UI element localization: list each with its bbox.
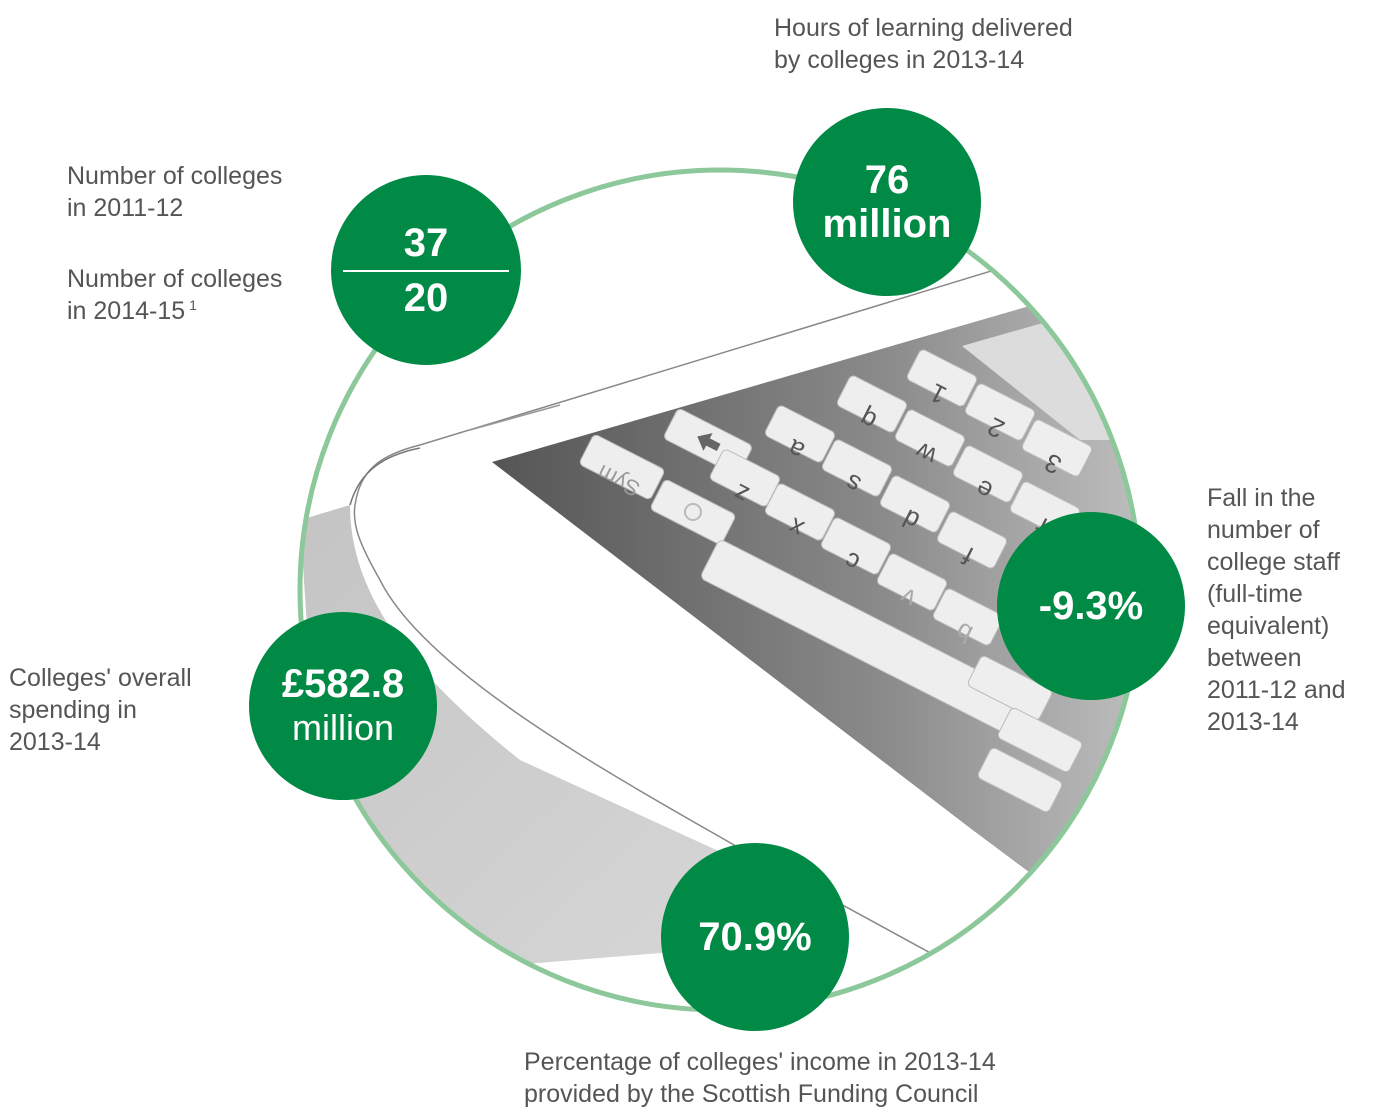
- key-d: [879, 475, 951, 533]
- key-edge-1: [967, 655, 1053, 721]
- spending-bubble: £582.8 million: [249, 612, 437, 800]
- key-edge-3: [977, 747, 1063, 813]
- footnote-marker: 1: [189, 296, 197, 313]
- key-edge-2: [997, 707, 1083, 773]
- spending-label-line: 2013-14: [9, 728, 101, 756]
- staff-value: -9.3%: [1038, 584, 1144, 628]
- hours-value-number: 76: [864, 158, 910, 202]
- colleges-2014-label-line: Number of colleges: [67, 265, 283, 293]
- colleges-2014-label: Number of colleges in 2014-15 1: [67, 263, 282, 327]
- key-2: [964, 383, 1036, 441]
- hours-bubble: 76 million: [793, 108, 981, 296]
- colleges-2014-label-text: in 2014-15: [67, 297, 186, 325]
- colleges-2014-label-line: in 2014-15 1: [67, 295, 282, 327]
- income-bubble: 70.9%: [661, 843, 849, 1031]
- income-value: 70.9%: [698, 915, 812, 959]
- key-w: [894, 409, 966, 467]
- spending-unit: million: [291, 707, 395, 748]
- staff-label-line: Fall in the: [1207, 484, 1316, 512]
- spending-value: £582.8: [281, 662, 405, 706]
- key-e: [952, 445, 1024, 503]
- key-a: [764, 405, 836, 463]
- key-globe: [650, 479, 736, 545]
- staff-label-line: 2013-14: [1207, 708, 1299, 736]
- colleges-2011-label: Number of colleges in 2011-12: [67, 160, 282, 224]
- colleges-2011-label-line: in 2011-12: [67, 194, 184, 222]
- income-label: Percentage of colleges' income in 2013-1…: [524, 1046, 996, 1110]
- key-1: [906, 349, 978, 407]
- hours-label-line: Hours of learning delivered: [774, 14, 1073, 42]
- key-b: [932, 588, 1004, 646]
- staff-label-line: (full-time: [1207, 580, 1303, 608]
- colleges-count-bubble: 37 20: [331, 175, 521, 365]
- hours-label: Hours of learning delivered by colleges …: [774, 12, 1073, 76]
- colleges-2014-value: 20: [403, 275, 449, 320]
- hours-value-unit: million: [822, 202, 952, 246]
- key-q: [836, 375, 908, 433]
- spending-label: Colleges' overall spending in 2013-14: [9, 662, 192, 758]
- fraction-divider: [343, 269, 509, 272]
- key-x: [764, 483, 836, 541]
- tablet-device: 1 2 3 q w e r a s d f z x c v b Sym: [300, 249, 1140, 1010]
- colleges-2011-label-line: Number of colleges: [67, 162, 283, 190]
- spending-label-line: spending in: [9, 696, 137, 724]
- key-3: [1021, 419, 1093, 477]
- key-v: [876, 553, 948, 611]
- staff-label-line: 2011-12 and: [1207, 676, 1346, 704]
- staff-label-line: college staff: [1207, 548, 1340, 576]
- staff-label-line: between: [1207, 644, 1302, 672]
- staff-label-line: number of: [1207, 516, 1320, 544]
- staff-bubble: -9.3%: [997, 512, 1185, 700]
- spending-label-line: Colleges' overall: [9, 664, 192, 692]
- hours-label-line: by colleges in 2013-14: [774, 46, 1025, 74]
- key-c: [820, 517, 892, 575]
- staff-label-line: equivalent): [1207, 612, 1330, 640]
- colleges-2011-value: 37: [403, 220, 449, 265]
- income-label-line: provided by the Scottish Funding Council: [524, 1080, 979, 1108]
- key-sym: [579, 434, 665, 500]
- income-label-line: Percentage of colleges' income in 2013-1…: [524, 1048, 996, 1076]
- shift-arrow-icon: [697, 433, 721, 452]
- globe-icon: [684, 503, 702, 521]
- key-s: [821, 439, 893, 497]
- key-f: [936, 511, 1008, 569]
- staff-label: Fall in the number of college staff (ful…: [1207, 482, 1346, 738]
